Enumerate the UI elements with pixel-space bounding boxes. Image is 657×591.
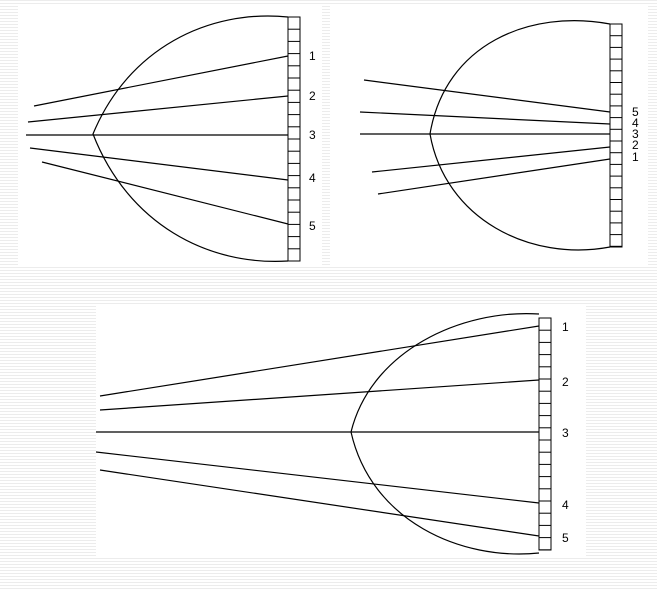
retina-label-4: 4 — [562, 498, 569, 512]
retina-label-1: 1 — [632, 150, 639, 164]
retina-label-3: 3 — [562, 426, 569, 440]
retina-strip — [609, 23, 623, 248]
diagram-a-figure: 1 2 3 4 5 — [26, 15, 316, 262]
ray-5 — [99, 469, 540, 537]
retina-label-2: 2 — [309, 89, 316, 103]
retina-strip — [538, 317, 552, 551]
retina-label-2: 2 — [562, 375, 569, 389]
eyeball-outline — [350, 313, 540, 555]
retina-label-5: 5 — [562, 531, 569, 545]
ray-4 — [96, 451, 540, 504]
retina-label-1: 1 — [309, 49, 316, 63]
diagram-b: 5 4 3 2 1 — [330, 4, 648, 266]
ray-2 — [371, 146, 611, 173]
ray-1 — [33, 55, 289, 107]
eyeball-outline — [92, 15, 289, 262]
diagram-a: 1 2 3 4 5 — [18, 4, 322, 266]
retina-label-4: 4 — [309, 171, 316, 185]
ray-1 — [99, 325, 540, 397]
ray-1 — [377, 158, 611, 195]
retina-label-2: 2 — [632, 138, 639, 152]
ray-5 — [41, 161, 289, 225]
diagram-b-figure: 5 4 3 2 1 — [359, 20, 639, 251]
ray-2 — [99, 379, 540, 411]
retina-label-3: 3 — [632, 127, 639, 141]
retina-strip — [287, 16, 301, 262]
retina-label-3: 3 — [309, 128, 316, 142]
ray-5 — [363, 79, 611, 113]
ray-4 — [359, 111, 611, 125]
retina-label-1: 1 — [562, 320, 569, 334]
retina-label-5: 5 — [309, 219, 316, 233]
retina-label-4: 4 — [632, 116, 639, 130]
ray-2 — [27, 95, 289, 123]
diagram-c-figure: 1 2 3 4 5 — [96, 313, 569, 555]
eyeball-outline — [429, 20, 611, 251]
diagram-c: 1 2 3 4 5 — [96, 306, 586, 558]
ray-4 — [29, 147, 289, 181]
retina-label-5: 5 — [632, 105, 639, 119]
